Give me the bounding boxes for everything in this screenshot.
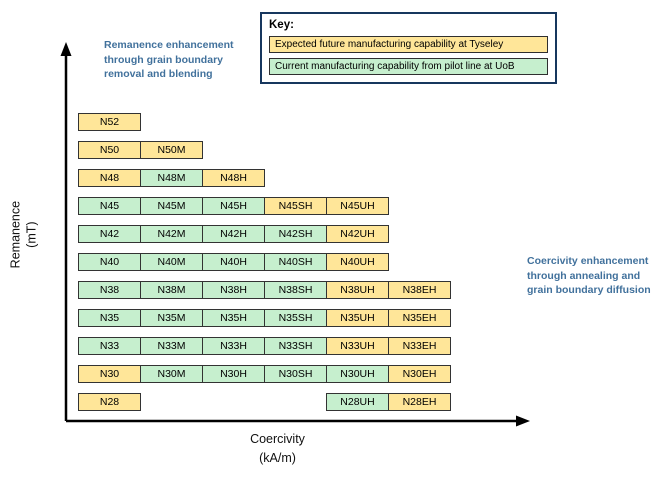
remanence-enhancement-annotation: Remanence enhancement through grain boun…: [104, 39, 234, 81]
grade-cell-n42uh: N42UH: [326, 225, 389, 243]
grade-cell-n52: N52: [78, 113, 141, 131]
grade-cell-n28uh: N28UH: [326, 393, 389, 411]
grade-cell-n35eh: N35EH: [388, 309, 451, 327]
grade-cell-n45h: N45H: [202, 197, 265, 215]
x-axis-label: Coercivity (kA/m): [200, 430, 355, 469]
grade-cell-n30: N30: [78, 365, 141, 383]
grade-cell-n42: N42: [78, 225, 141, 243]
grade-cell-n33h: N33H: [202, 337, 265, 355]
grade-cell-n33m: N33M: [140, 337, 203, 355]
grade-cell-n40: N40: [78, 253, 141, 271]
legend-item-current: Current manufacturing capability from pi…: [269, 58, 548, 75]
y-axis-label-line2: (mT): [24, 221, 38, 248]
grade-cell-n35: N35: [78, 309, 141, 327]
grade-cell-n30h: N30H: [202, 365, 265, 383]
grade-cell-n35m: N35M: [140, 309, 203, 327]
grade-cell-n38eh: N38EH: [388, 281, 451, 299]
grade-cell-n33: N33: [78, 337, 141, 355]
coercivity-enhancement-annotation: Coercivity enhancement through annealing…: [527, 255, 651, 297]
grade-cell-n33eh: N33EH: [388, 337, 451, 355]
grade-cell-n38h: N38H: [202, 281, 265, 299]
grade-cell-n38m: N38M: [140, 281, 203, 299]
x-axis-label-line1: Coercivity: [250, 432, 305, 446]
y-axis-arrowhead: [60, 42, 72, 56]
grade-cell-n42h: N42H: [202, 225, 265, 243]
y-axis-label-line1: Remanence: [8, 200, 23, 269]
y-axis-label: Remanence (mT): [8, 180, 39, 290]
grade-cell-n42m: N42M: [140, 225, 203, 243]
grade-cell-n30m: N30M: [140, 365, 203, 383]
grade-cell-n45sh: N45SH: [264, 197, 327, 215]
grade-cell-n38: N38: [78, 281, 141, 299]
grade-cell-n30uh: N30UH: [326, 365, 389, 383]
grade-cell-n30eh: N30EH: [388, 365, 451, 383]
grade-cell-n40m: N40M: [140, 253, 203, 271]
grade-cell-n48m: N48M: [140, 169, 203, 187]
grade-cell-n50m: N50M: [140, 141, 203, 159]
grade-cell-n35sh: N35SH: [264, 309, 327, 327]
grade-cell-n35uh: N35UH: [326, 309, 389, 327]
grade-cell-n40sh: N40SH: [264, 253, 327, 271]
grade-cell-n28: N28: [78, 393, 141, 411]
grade-cell-n40uh: N40UH: [326, 253, 389, 271]
grade-cell-n42sh: N42SH: [264, 225, 327, 243]
legend-title: Key:: [269, 19, 294, 31]
grade-cell-n48: N48: [78, 169, 141, 187]
grade-cell-n30sh: N30SH: [264, 365, 327, 383]
grade-cell-n40h: N40H: [202, 253, 265, 271]
x-axis-label-line2: (kA/m): [259, 451, 296, 466]
grade-cell-n45: N45: [78, 197, 141, 215]
grade-cell-n48h: N48H: [202, 169, 265, 187]
grade-cell-n45uh: N45UH: [326, 197, 389, 215]
grade-cell-n33uh: N33UH: [326, 337, 389, 355]
grade-cell-n50: N50: [78, 141, 141, 159]
grade-cell-n28eh: N28EH: [388, 393, 451, 411]
x-axis-arrowhead: [516, 415, 530, 427]
grade-cell-n35h: N35H: [202, 309, 265, 327]
grade-grid: N52 N50 N50M N48 N48M N48H N45 N45M N45H N45SH N45…: [78, 113, 530, 413]
grade-cell-n38sh: N38SH: [264, 281, 327, 299]
grade-cell-n45m: N45M: [140, 197, 203, 215]
grade-cell-n33sh: N33SH: [264, 337, 327, 355]
legend-item-future: Expected future manufacturing capability…: [269, 36, 548, 53]
legend: Key: Expected future manufacturing capab…: [260, 12, 557, 84]
grade-cell-n38uh: N38UH: [326, 281, 389, 299]
